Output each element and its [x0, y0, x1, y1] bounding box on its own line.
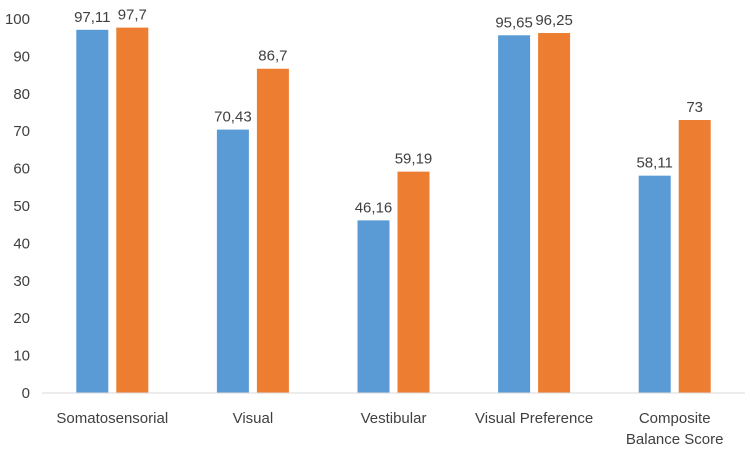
- y-tick-label: 20: [13, 310, 30, 327]
- y-axis: 0 10 20 30 40 50 60 70 80 90 100: [5, 11, 30, 402]
- x-category-label-line: Visual Preference: [475, 410, 593, 427]
- bar-series1-4: [498, 35, 531, 393]
- data-label: 59,19: [395, 151, 433, 168]
- y-tick-label: 50: [13, 198, 30, 215]
- data-label: 58,11: [636, 155, 672, 172]
- y-tick-label: 100: [5, 11, 30, 28]
- data-label: 70,43: [214, 109, 252, 126]
- y-tick-label: 40: [13, 235, 30, 252]
- x-category-label: Composite Balance Score: [626, 410, 724, 448]
- x-category-label-line: Composite: [639, 410, 711, 427]
- bar-series1-1: [76, 29, 109, 394]
- x-axis: Somatosensorial Visual Vestibular Visual Pr…: [56, 410, 723, 448]
- data-label: 46,16: [355, 199, 393, 216]
- bar-series2-1: [116, 27, 149, 394]
- bar-series2-4: [538, 33, 571, 394]
- x-category-label-line: Vestibular: [361, 410, 427, 427]
- x-category-label: Vestibular: [361, 410, 427, 427]
- x-category-label: Visual Preference: [475, 410, 593, 427]
- y-tick-label: 60: [13, 161, 30, 178]
- data-label: 97,7: [118, 7, 147, 24]
- x-category-label-line: Balance Score: [626, 431, 724, 448]
- x-category-label-line: Visual: [233, 410, 274, 427]
- bar-series1-3: [357, 220, 390, 393]
- data-label: 96,25: [535, 12, 573, 29]
- data-label: 95,65: [495, 14, 533, 31]
- bar-series1-2: [216, 129, 249, 393]
- y-tick-label: 70: [13, 123, 30, 140]
- x-category-label-line: Somatosensorial: [56, 410, 168, 427]
- x-category-label: Somatosensorial: [56, 410, 168, 427]
- data-label: 97,11: [74, 9, 110, 26]
- bar-series1-5: [638, 175, 671, 393]
- data-labels: 97,11 97,7 70,43 86,7 46,16 59,19 95,65 96,25 58…: [74, 7, 703, 217]
- x-category-label: Visual: [233, 410, 274, 427]
- y-tick-label: 10: [13, 348, 30, 365]
- bar-series2-5: [678, 119, 711, 393]
- y-tick-label: 90: [13, 48, 30, 65]
- bar-series2-3: [397, 171, 430, 393]
- bars: [76, 27, 711, 394]
- y-tick-label: 30: [13, 273, 30, 290]
- data-label: 86,7: [258, 48, 287, 65]
- y-tick-label: 0: [22, 385, 30, 402]
- y-tick-label: 80: [13, 86, 30, 103]
- data-label: 73: [686, 99, 703, 116]
- bar-series2-2: [256, 68, 289, 393]
